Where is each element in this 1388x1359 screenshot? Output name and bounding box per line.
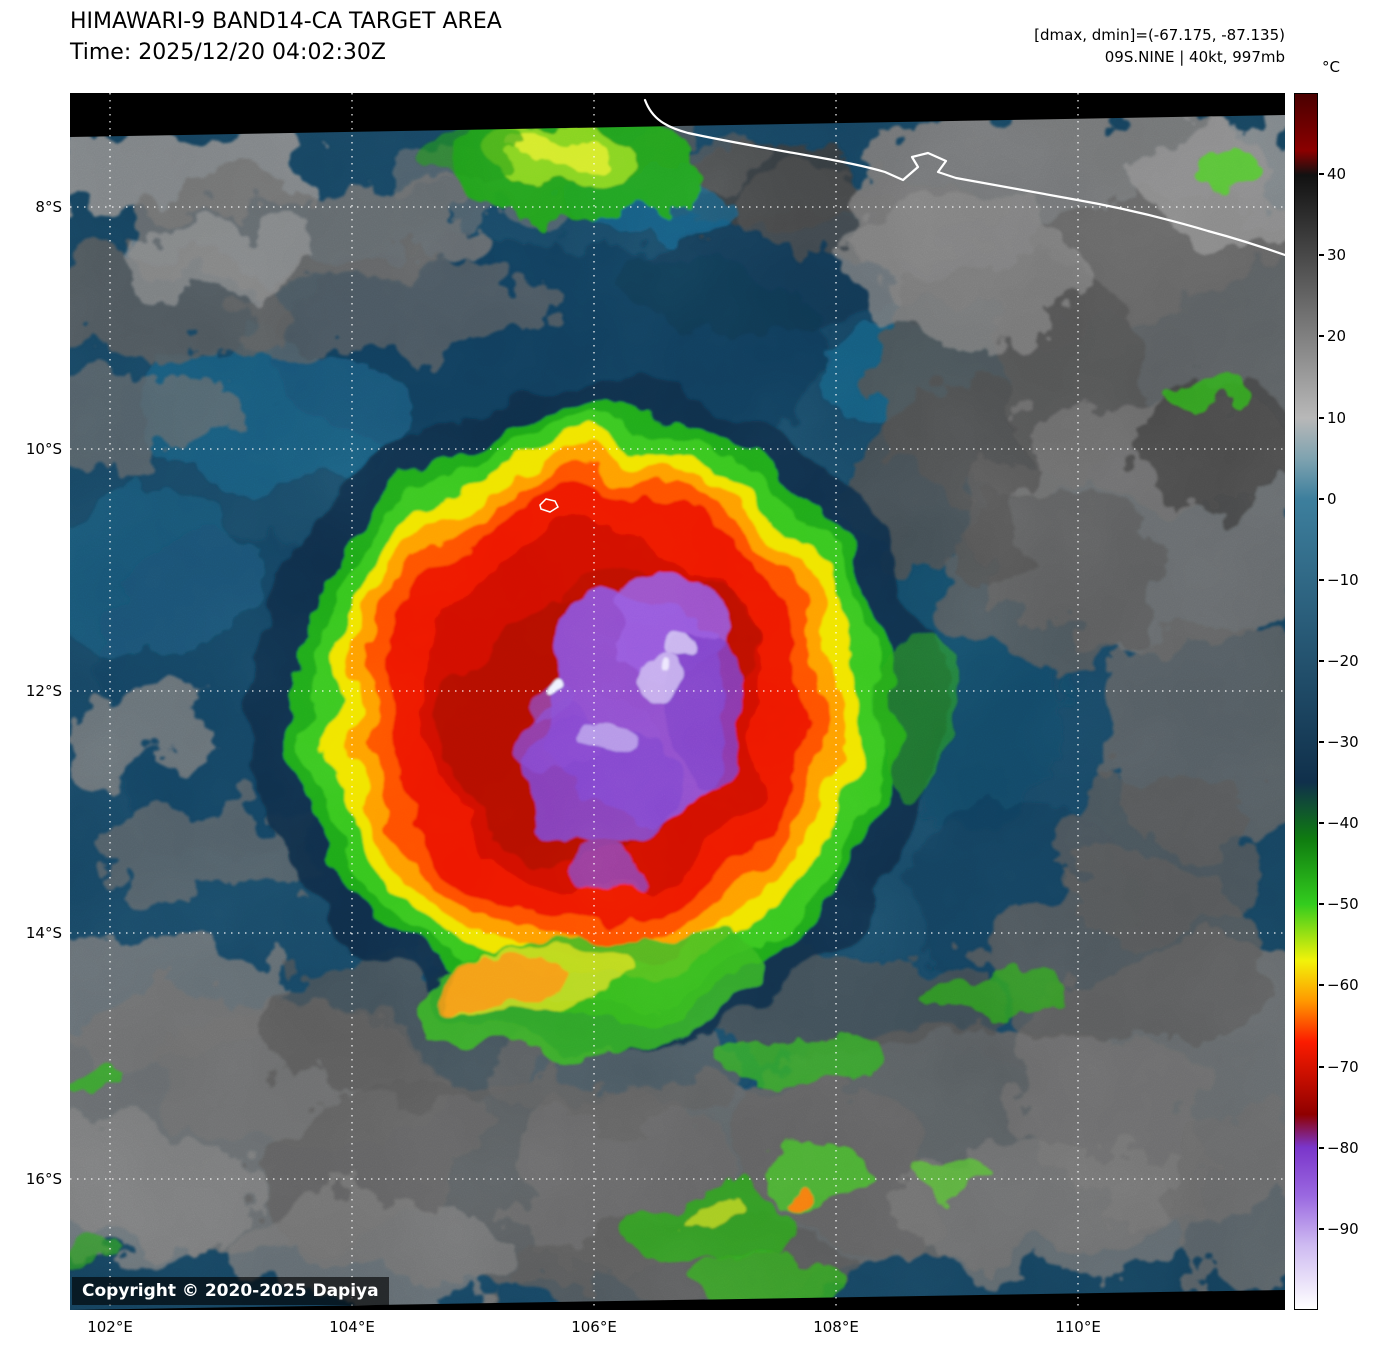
colorbar-tick-label: 10 — [1327, 408, 1347, 427]
colorbar-tick-label: −80 — [1327, 1138, 1359, 1157]
colorbar-tick-mark — [1319, 416, 1324, 419]
colorbar-tick-label: −50 — [1327, 895, 1359, 914]
colorbar-tick-mark — [1319, 578, 1324, 581]
satellite-map: Copyright © 2020-2025 Dapiya — [70, 93, 1285, 1310]
colorbar-tick-label: 30 — [1327, 246, 1347, 265]
header: HIMAWARI-9 BAND14-CA TARGET AREA Time: 2… — [70, 6, 502, 68]
colorbar-tick-label: −90 — [1327, 1219, 1359, 1238]
colorbar-tick-mark — [1319, 254, 1324, 257]
lon-tick-label: 110°E — [1055, 1318, 1101, 1336]
colorbar-tick-label: −70 — [1327, 1057, 1359, 1076]
lat-tick-label: 10°S — [25, 440, 62, 458]
colorbar-tick-label: −60 — [1327, 976, 1359, 995]
colorbar — [1294, 93, 1318, 1310]
satellite-ir-image — [70, 93, 1285, 1310]
copyright-badge: Copyright © 2020-2025 Dapiya — [72, 1277, 389, 1305]
lon-tick-label: 106°E — [571, 1318, 617, 1336]
grain-texture — [70, 115, 1285, 1310]
lat-tick-label: 16°S — [25, 1170, 62, 1188]
colorbar-tick-mark — [1319, 497, 1324, 500]
lon-tick-label: 108°E — [813, 1318, 859, 1336]
lon-tick-label: 104°E — [329, 1318, 375, 1336]
colorbar-tick-label: 40 — [1327, 165, 1347, 184]
colorbar-tick-mark — [1319, 903, 1324, 906]
satellite-data-region — [70, 115, 1285, 1310]
dmax-dmin-readout: [dmax, dmin]=(-67.175, -87.135) — [1034, 26, 1285, 44]
island-outline — [539, 498, 559, 513]
storm-info: 09S.NINE | 40kt, 997mb — [1104, 48, 1285, 66]
colorbar-tick-mark — [1319, 1227, 1324, 1230]
colorbar-unit-label: °C — [1322, 58, 1340, 76]
lat-tick-label: 12°S — [25, 682, 62, 700]
colorbar-tick-label: −40 — [1327, 814, 1359, 833]
colorbar-tick-label: 20 — [1327, 327, 1347, 346]
colorbar-tick-label: −30 — [1327, 733, 1359, 752]
colorbar-tick-mark — [1319, 173, 1324, 176]
colorbar-tick-mark — [1319, 822, 1324, 825]
colorbar-tick-mark — [1319, 741, 1324, 744]
colorbar-tick-label: 0 — [1327, 489, 1337, 508]
lat-tick-label: 8°S — [35, 198, 62, 216]
lon-tick-label: 102°E — [87, 1318, 133, 1336]
colorbar-tick-mark — [1319, 659, 1324, 662]
header-annotations: [dmax, dmin]=(-67.175, -87.135) 09S.NINE… — [1034, 24, 1285, 68]
colorbar-tick-label: −10 — [1327, 570, 1359, 589]
colorbar-tick-mark — [1319, 335, 1324, 338]
timestamp: Time: 2025/12/20 04:02:30Z — [70, 40, 386, 65]
colorbar-tick-mark — [1319, 1065, 1324, 1068]
colorbar-tick-label: −20 — [1327, 651, 1359, 670]
colorbar-tick-mark — [1319, 984, 1324, 987]
colorbar-tick-mark — [1319, 1146, 1324, 1149]
lat-tick-label: 14°S — [25, 924, 62, 942]
coastline — [643, 98, 1285, 257]
page-title: HIMAWARI-9 BAND14-CA TARGET AREA — [70, 9, 502, 34]
